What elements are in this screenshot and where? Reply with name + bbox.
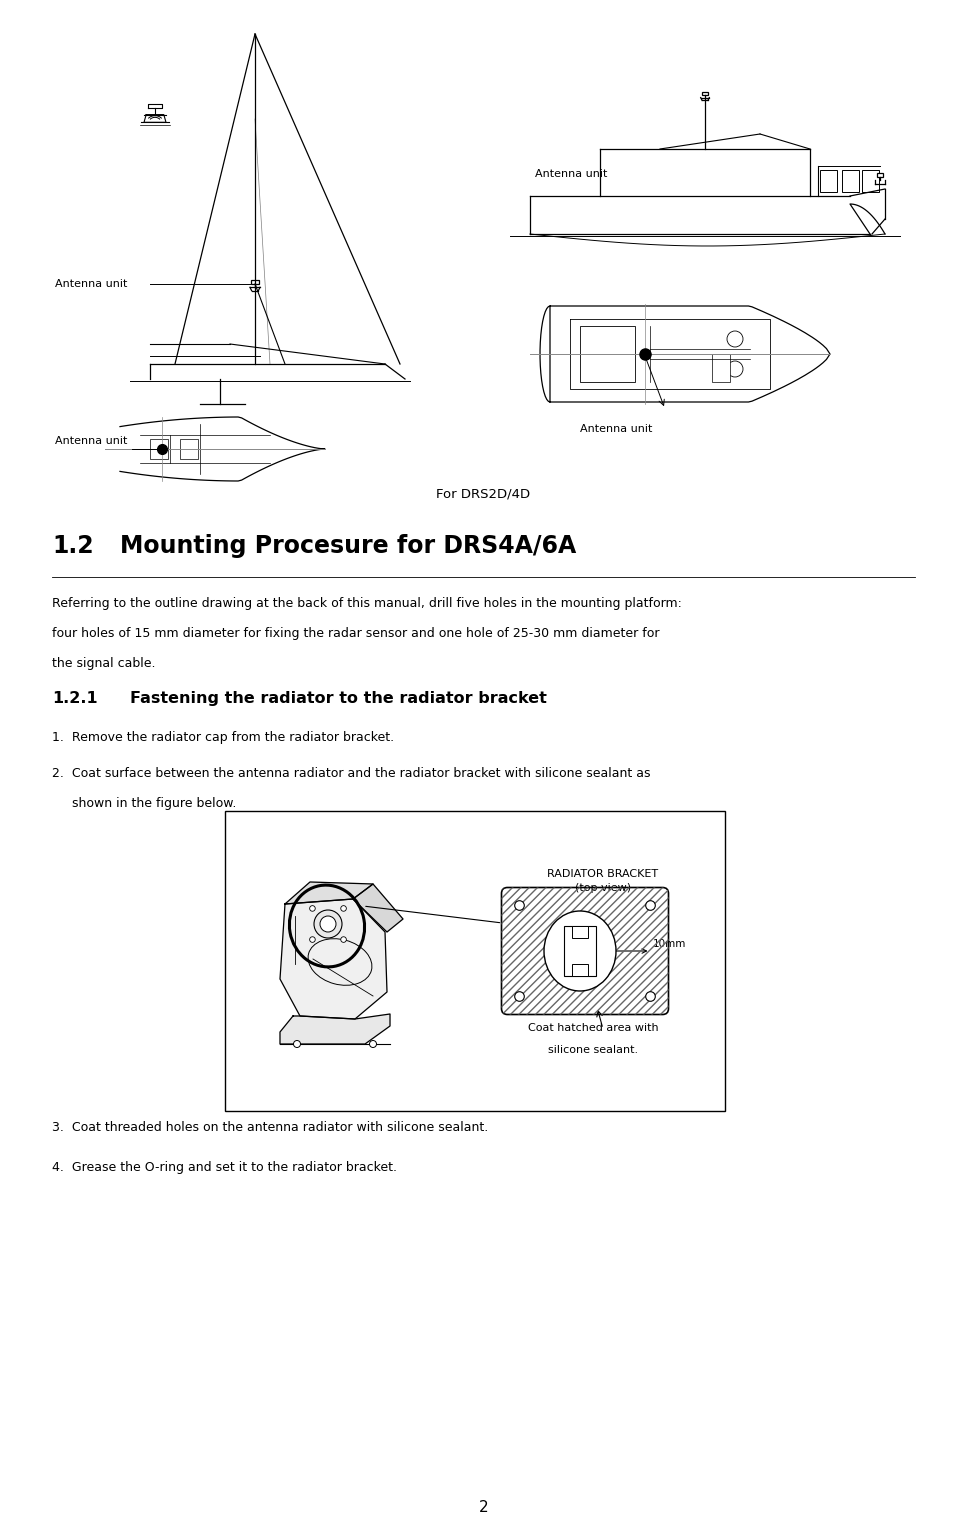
Polygon shape	[280, 899, 387, 1019]
Text: RADIATOR BRACKET: RADIATOR BRACKET	[547, 870, 659, 879]
Text: Coat hatched area with: Coat hatched area with	[528, 1023, 659, 1033]
Text: 2: 2	[479, 1499, 488, 1514]
Text: (top view): (top view)	[575, 883, 631, 893]
Circle shape	[340, 937, 346, 942]
Text: 1.2.1: 1.2.1	[52, 691, 98, 706]
Circle shape	[646, 991, 656, 1002]
Polygon shape	[285, 882, 373, 903]
Bar	[877, 174, 883, 177]
Bar	[225, 811, 725, 1111]
Text: 3.  Coat threaded holes on the antenna radiator with silicone sealant.: 3. Coat threaded holes on the antenna ra…	[52, 1120, 488, 1134]
Circle shape	[727, 331, 743, 346]
Text: 1.2: 1.2	[52, 534, 94, 559]
Circle shape	[340, 905, 346, 911]
Polygon shape	[280, 1014, 390, 1043]
Circle shape	[369, 1040, 376, 1048]
Text: the signal cable.: the signal cable.	[52, 657, 156, 669]
Circle shape	[309, 905, 315, 911]
Bar	[712, 354, 730, 382]
Text: shown in the figure below.: shown in the figure below.	[52, 797, 236, 810]
Bar	[180, 439, 198, 459]
Polygon shape	[353, 883, 403, 933]
Text: 1.  Remove the radiator cap from the radiator bracket.: 1. Remove the radiator cap from the radi…	[52, 731, 395, 743]
Circle shape	[646, 900, 656, 910]
Text: Mounting Procesure for DRS4A/6A: Mounting Procesure for DRS4A/6A	[120, 534, 576, 559]
Text: 4.  Grease the O-ring and set it to the radiator bracket.: 4. Grease the O-ring and set it to the r…	[52, 1160, 397, 1174]
Circle shape	[320, 916, 336, 933]
Bar	[862, 169, 879, 192]
FancyBboxPatch shape	[502, 888, 668, 1014]
Text: Antenna unit: Antenna unit	[55, 436, 128, 446]
Circle shape	[727, 362, 743, 377]
Text: 2.  Coat surface between the antenna radiator and the radiator bracket with sili: 2. Coat surface between the antenna radi…	[52, 766, 651, 780]
Bar	[572, 926, 588, 937]
Bar	[572, 963, 588, 976]
Text: For DRS2D/4D: For DRS2D/4D	[436, 488, 531, 500]
Bar	[842, 169, 859, 192]
Text: Antenna unit: Antenna unit	[580, 425, 653, 434]
Text: 10mm: 10mm	[653, 939, 686, 950]
Bar	[150, 439, 168, 459]
Text: silicone sealant.: silicone sealant.	[548, 1045, 638, 1056]
Bar	[702, 91, 709, 95]
Circle shape	[314, 910, 342, 937]
Circle shape	[309, 937, 315, 942]
Circle shape	[294, 1040, 301, 1048]
Circle shape	[514, 991, 524, 1002]
Text: Antenna unit: Antenna unit	[535, 169, 607, 179]
Text: four holes of 15 mm diameter for fixing the radar sensor and one hole of 25-30 m: four holes of 15 mm diameter for fixing …	[52, 626, 659, 640]
Text: Fastening the radiator to the radiator bracket: Fastening the radiator to the radiator b…	[130, 691, 547, 706]
Text: Antenna unit: Antenna unit	[55, 279, 128, 289]
Bar	[564, 926, 596, 976]
Text: Referring to the outline drawing at the back of this manual, drill five holes in: Referring to the outline drawing at the …	[52, 597, 682, 609]
Ellipse shape	[544, 911, 616, 991]
Bar	[580, 326, 635, 382]
Bar	[820, 169, 837, 192]
Bar	[251, 280, 259, 285]
Circle shape	[514, 900, 524, 910]
